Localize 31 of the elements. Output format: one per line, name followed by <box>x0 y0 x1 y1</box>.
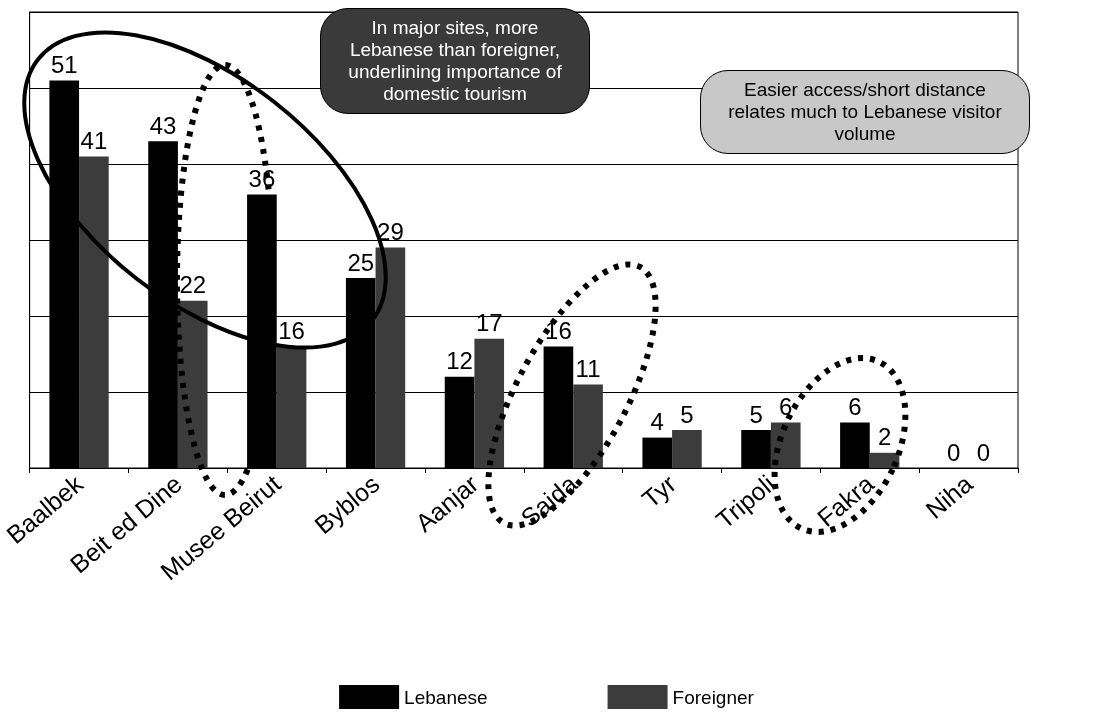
bar <box>672 430 702 468</box>
data-label: 51 <box>50 50 78 78</box>
data-label: 29 <box>377 218 404 246</box>
x-tick-label: Tyr <box>636 469 682 514</box>
data-label: 0 <box>976 438 991 466</box>
bar <box>474 338 505 468</box>
data-label: 41 <box>80 126 108 154</box>
bar <box>573 384 603 468</box>
data-label: 6 <box>848 392 862 420</box>
data-label: 5 <box>680 400 694 428</box>
data-label: 11 <box>575 354 601 382</box>
legend-label: Foreigner <box>672 686 755 708</box>
data-label: 2 <box>877 423 892 451</box>
annotation: Easier access/short distance relates much to Lebanese visitor volume <box>700 70 1030 154</box>
bar <box>770 422 801 468</box>
bar <box>276 346 307 468</box>
x-tick-label: Niha <box>920 469 978 524</box>
annotation: In major sites, more Lebanese than foreigner, underlining importance of domestic tourism <box>320 8 590 114</box>
data-label: 0 <box>947 438 961 466</box>
bar <box>79 156 109 468</box>
data-label: 43 <box>149 111 177 139</box>
data-label: 4 <box>650 408 664 436</box>
data-label: 5 <box>749 400 763 428</box>
data-label: 16 <box>545 316 572 344</box>
data-label: 16 <box>278 316 305 344</box>
data-label: 22 <box>179 271 207 299</box>
data-label: 25 <box>347 248 375 276</box>
legend-label: Lebanese <box>404 686 488 708</box>
bar <box>375 247 406 468</box>
data-label: 6 <box>779 392 793 420</box>
data-label: 12 <box>446 347 473 375</box>
